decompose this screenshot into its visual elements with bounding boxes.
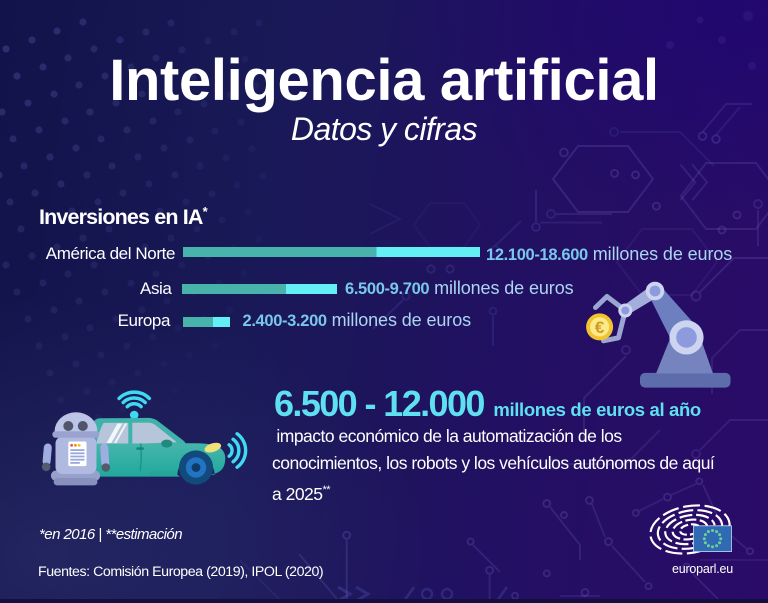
svg-text:€: € [595,318,605,337]
